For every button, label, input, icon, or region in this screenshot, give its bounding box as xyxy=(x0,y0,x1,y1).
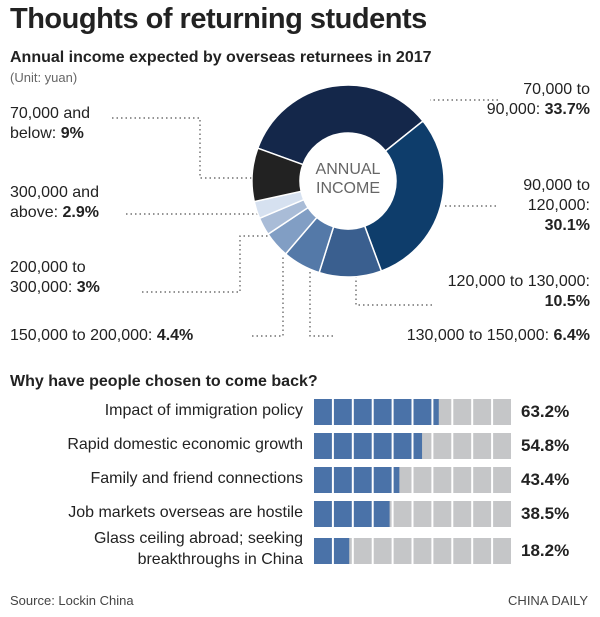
slice-value-label: 33.7% xyxy=(544,101,590,118)
bar xyxy=(313,467,400,493)
category-label: Family and friend connections xyxy=(90,470,303,487)
value-label: 54.8% xyxy=(521,436,570,455)
slice-value-label: 3% xyxy=(76,279,100,296)
value-label: 43.4% xyxy=(521,470,570,489)
slice-category: 200,000 to 300,000: xyxy=(10,259,86,296)
bar xyxy=(313,399,439,425)
slice-label: 300,000 and above: 2.9% xyxy=(10,183,135,223)
slice-label: 130,000 to 150,000: 6.4% xyxy=(407,326,590,346)
slice-label: 200,000 to 300,000: 3% xyxy=(10,258,150,298)
value-label: 63.2% xyxy=(521,402,570,421)
bar xyxy=(313,501,390,527)
slice-label: 70,000 and below: 9% xyxy=(10,104,125,144)
slice-category: 90,000 to 120,000: xyxy=(523,177,590,214)
category-label: Glass ceiling abroad; seeking breakthrou… xyxy=(93,530,303,568)
slice-value-label: 2.9% xyxy=(62,204,99,221)
category-label: Rapid domestic economic growth xyxy=(67,436,303,453)
slice-value-label: 30.1% xyxy=(544,217,590,234)
bar xyxy=(313,433,423,459)
slice-category: 120,000 to 130,000: xyxy=(447,273,590,290)
chart-title: Why have people chosen to come back? xyxy=(10,373,318,390)
slice-category: 300,000 and above: xyxy=(10,184,99,221)
slice-value-label: 6.4% xyxy=(553,327,590,344)
slice-label: 90,000 to 120,000: 30.1% xyxy=(480,176,590,236)
slice-value-label: 10.5% xyxy=(544,293,590,310)
category-label: Job markets overseas are hostile xyxy=(68,504,303,521)
leader-line xyxy=(142,235,270,293)
category-label: Impact of immigration policy xyxy=(104,402,303,419)
value-label: 38.5% xyxy=(521,504,570,523)
bar xyxy=(313,538,350,564)
donut-slice xyxy=(363,119,445,272)
slice-value-label: 9% xyxy=(60,125,84,142)
leader-lines xyxy=(112,99,498,337)
donut-slice xyxy=(256,84,424,166)
donut-slice xyxy=(251,147,304,203)
slice-label: 70,000 to 90,000: 33.7% xyxy=(480,80,590,120)
slice-category: 130,000 to 150,000: xyxy=(406,327,550,344)
leader-line xyxy=(252,256,284,337)
slice-value-label: 4.4% xyxy=(156,327,194,344)
leader-line xyxy=(112,117,256,179)
slice-category: 70,000 and below: xyxy=(10,105,91,142)
source: Source: Lockin China xyxy=(10,593,134,608)
chart-title: Annual income expected by overseas retur… xyxy=(10,49,432,66)
leader-line xyxy=(355,276,432,306)
center-label: ANNUAL INCOME xyxy=(315,161,381,198)
slice-label: 120,000 to 130,000: 10.5% xyxy=(430,272,590,312)
slice-category: 150,000 to 200,000: xyxy=(10,327,153,344)
leader-line xyxy=(309,266,333,337)
slice-label: 150,000 to 200,000: 4.4% xyxy=(10,326,193,346)
slice-category: 70,000 to 90,000: xyxy=(486,81,590,118)
value-label: 18.2% xyxy=(521,541,570,560)
credit: CHINA DAILY xyxy=(508,593,588,608)
page-title: Thoughts of returning students xyxy=(10,3,427,35)
chart-subtitle: (Unit: yuan) xyxy=(10,70,78,85)
